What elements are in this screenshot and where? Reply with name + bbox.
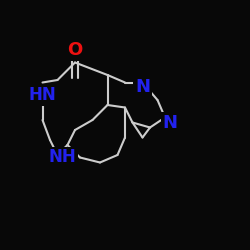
Text: N: N <box>135 78 150 96</box>
Text: N: N <box>162 114 178 132</box>
Text: O: O <box>68 41 82 59</box>
Text: NH: NH <box>48 148 76 166</box>
Text: HN: HN <box>28 86 56 104</box>
